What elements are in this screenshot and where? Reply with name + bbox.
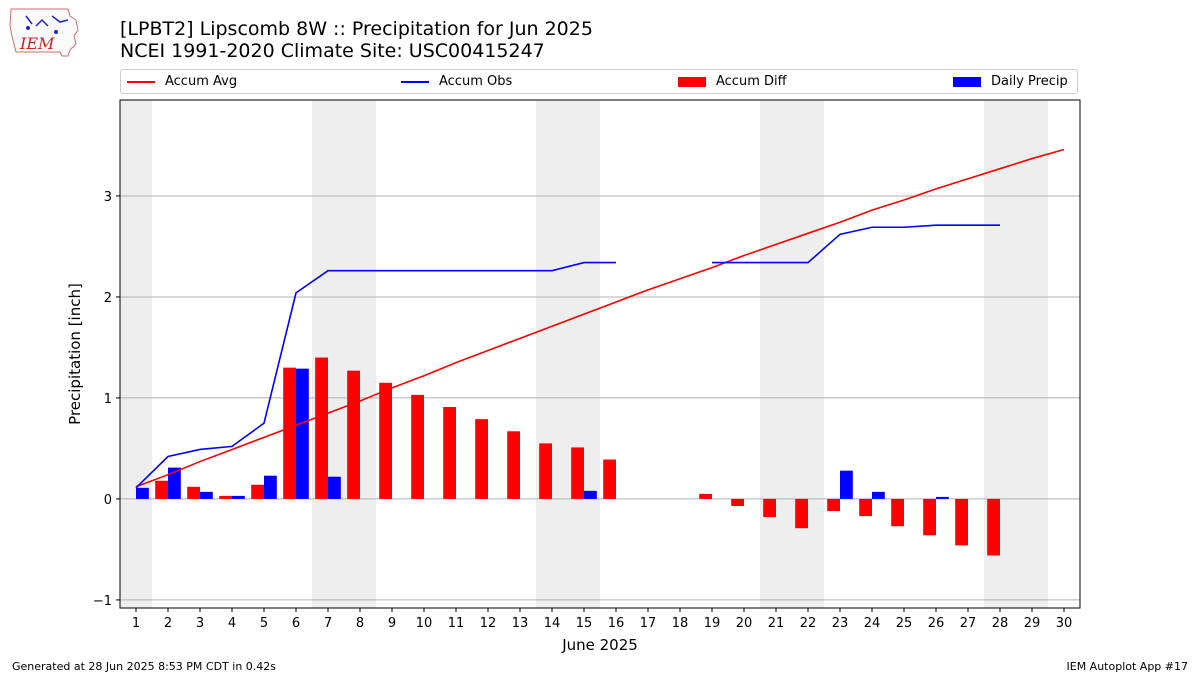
accum-diff-bar [315, 357, 328, 499]
x-tick-label: 8 [356, 616, 364, 631]
plot-frame [119, 99, 1081, 609]
accum-diff-bar [347, 370, 360, 499]
weekend-shade [536, 100, 600, 608]
daily-precip-bar [584, 490, 597, 499]
x-tick-label: 30 [1056, 616, 1073, 631]
x-tick-label: 2 [164, 616, 172, 631]
accum-diff-bar [923, 498, 936, 536]
daily-precip-bar [136, 487, 149, 499]
accum-diff-bar [859, 498, 872, 517]
legend-label-accum-avg: Accum Avg [165, 74, 238, 89]
accum-diff-bar [251, 484, 264, 499]
accum-diff-bar [603, 459, 616, 499]
accum-obs-line [135, 261, 616, 489]
x-tick-label: 10 [416, 616, 433, 631]
legend-label-accum-obs: Accum Obs [439, 74, 513, 89]
x-tick-label: 18 [672, 616, 689, 631]
daily-precip-bar [840, 470, 853, 499]
weekend-shade [312, 100, 376, 608]
legend-swatch-accum-diff [678, 77, 706, 87]
accum-diff-bar [283, 367, 296, 499]
x-tick-label: 9 [388, 616, 396, 631]
x-tick-label: 24 [864, 616, 881, 631]
accum-diff-bar [987, 498, 1000, 556]
daily-precip-bar [296, 368, 309, 499]
accum-diff-bar [827, 498, 840, 512]
iem-logo: IEM [9, 8, 79, 57]
weekend-shade [760, 100, 824, 608]
x-tick-label: 4 [228, 616, 236, 631]
footer-generated-text: Generated at 28 Jun 2025 8:53 PM CDT in … [12, 660, 277, 673]
daily-precip-bar [872, 491, 885, 499]
footer-app-label: IEM Autoplot App #17 [1066, 660, 1189, 673]
x-tick-label: 19 [704, 616, 721, 631]
x-tick-label: 14 [544, 616, 561, 631]
accum-diff-bar [699, 493, 712, 499]
accum-diff-bar [155, 480, 168, 499]
accum-diff-bar [763, 498, 776, 518]
accum-diff-bar [891, 498, 904, 527]
chart-subtitle: NCEI 1991-2020 Climate Site: USC00415247 [120, 40, 545, 62]
accum-diff-bar [539, 443, 552, 499]
legend-label-daily-precip: Daily Precip [991, 74, 1068, 89]
chart-title: [LPBT2] Lipscomb 8W :: Precipitation for… [120, 18, 593, 40]
accum-diff-bar [187, 486, 200, 499]
x-tick-label: 7 [324, 616, 332, 631]
accum-diff-bar [731, 498, 744, 506]
x-tick-label: 11 [448, 616, 465, 631]
accum-diff-bar [955, 498, 968, 546]
x-tick-label: 5 [260, 616, 268, 631]
x-tick-label: 12 [480, 616, 497, 631]
legend-swatch-accum-obs [401, 81, 429, 83]
y-tick-label: −1 [93, 594, 112, 609]
y-axis-label: Precipitation [inch] [66, 283, 84, 425]
x-tick-label: 16 [608, 616, 625, 631]
accum-obs-line [712, 224, 1000, 264]
daily-precip-bar [264, 475, 277, 499]
accum-diff-bar [411, 394, 424, 499]
daily-precip-bar [232, 495, 245, 499]
legend-swatch-accum-avg [127, 81, 155, 83]
accum-diff-bar [507, 431, 520, 499]
x-tick-label: 17 [640, 616, 657, 631]
x-tick-label: 13 [512, 616, 529, 631]
accum-diff-bar [219, 495, 232, 499]
daily-precip-bar [936, 496, 949, 499]
svg-text:IEM: IEM [19, 34, 55, 53]
y-tick-label: 1 [104, 392, 112, 407]
x-tick-label: 29 [1024, 616, 1041, 631]
accum-diff-bar [571, 447, 584, 499]
x-tick-label: 3 [196, 616, 204, 631]
x-tick-label: 20 [736, 616, 753, 631]
legend-swatch-daily-precip [953, 77, 981, 87]
x-tick-label: 22 [800, 616, 817, 631]
x-tick-label: 15 [576, 616, 593, 631]
daily-precip-bar [328, 476, 341, 499]
x-tick-label: 6 [292, 616, 300, 631]
accum-diff-bar [475, 419, 488, 499]
x-tick-label: 26 [928, 616, 945, 631]
x-tick-label: 27 [960, 616, 977, 631]
accum-diff-bar [379, 382, 392, 499]
x-axis-label: June 2025 [561, 636, 638, 654]
weekend-shade [120, 100, 152, 608]
legend-label-accum-diff: Accum Diff [716, 74, 787, 89]
accum-avg-line [135, 148, 1065, 488]
daily-precip-bar [200, 491, 213, 499]
x-tick-label: 23 [832, 616, 849, 631]
y-tick-label: 2 [104, 291, 112, 306]
x-tick-label: 28 [992, 616, 1009, 631]
chart-legend: Accum Avg Accum Obs Accum Diff Daily Pre… [120, 69, 1078, 94]
x-tick-label: 21 [768, 616, 785, 631]
x-tick-label: 25 [896, 616, 913, 631]
daily-precip-bar [168, 467, 181, 499]
accum-diff-bar [443, 407, 456, 499]
x-tick-label: 1 [132, 616, 140, 631]
accum-diff-bar [795, 498, 808, 529]
y-tick-label: 0 [104, 493, 112, 508]
y-tick-label: 3 [104, 190, 112, 205]
